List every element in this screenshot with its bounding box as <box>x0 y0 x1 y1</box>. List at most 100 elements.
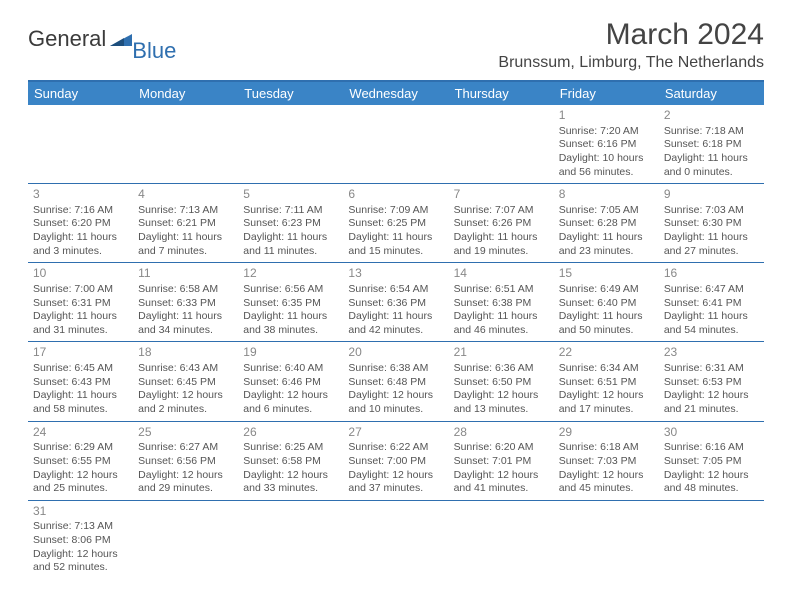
calendar-week-row: 10Sunrise: 7:00 AMSunset: 6:31 PMDayligh… <box>28 263 764 342</box>
sunrise-text: Sunrise: 6:31 AM <box>664 362 759 376</box>
logo-triangle-icon <box>110 26 132 52</box>
daylight-text: Daylight: 11 hours <box>454 231 549 245</box>
daylight-text: Daylight: 11 hours <box>559 310 654 324</box>
sunset-text: Sunset: 6:46 PM <box>243 376 338 390</box>
calendar-empty-cell <box>343 500 448 579</box>
daylight-text: and 38 minutes. <box>243 324 338 338</box>
sunrise-text: Sunrise: 6:20 AM <box>454 441 549 455</box>
sunrise-text: Sunrise: 6:43 AM <box>138 362 233 376</box>
day-number: 26 <box>243 425 338 441</box>
sunset-text: Sunset: 6:55 PM <box>33 455 128 469</box>
weekday-header: Wednesday <box>343 82 448 105</box>
calendar-empty-cell <box>238 105 343 184</box>
daylight-text: and 0 minutes. <box>664 166 759 180</box>
calendar-day-cell: 24Sunrise: 6:29 AMSunset: 6:55 PMDayligh… <box>28 421 133 500</box>
sunset-text: Sunset: 6:40 PM <box>559 297 654 311</box>
calendar-week-row: 17Sunrise: 6:45 AMSunset: 6:43 PMDayligh… <box>28 342 764 421</box>
daylight-text: Daylight: 11 hours <box>33 389 128 403</box>
calendar-day-cell: 20Sunrise: 6:38 AMSunset: 6:48 PMDayligh… <box>343 342 448 421</box>
sunset-text: Sunset: 6:36 PM <box>348 297 443 311</box>
weekday-header: Monday <box>133 82 238 105</box>
daylight-text: Daylight: 12 hours <box>243 389 338 403</box>
daylight-text: Daylight: 11 hours <box>243 231 338 245</box>
sunrise-text: Sunrise: 6:36 AM <box>454 362 549 376</box>
sunset-text: Sunset: 6:41 PM <box>664 297 759 311</box>
calendar-day-cell: 6Sunrise: 7:09 AMSunset: 6:25 PMDaylight… <box>343 184 448 263</box>
daylight-text: and 2 minutes. <box>138 403 233 417</box>
daylight-text: Daylight: 12 hours <box>454 389 549 403</box>
day-number: 18 <box>138 345 233 361</box>
calendar-body: 1Sunrise: 7:20 AMSunset: 6:16 PMDaylight… <box>28 105 764 579</box>
day-number: 12 <box>243 266 338 282</box>
sunrise-text: Sunrise: 6:27 AM <box>138 441 233 455</box>
day-number: 16 <box>664 266 759 282</box>
sunset-text: Sunset: 6:28 PM <box>559 217 654 231</box>
sunset-text: Sunset: 7:01 PM <box>454 455 549 469</box>
calendar-day-cell: 2Sunrise: 7:18 AMSunset: 6:18 PMDaylight… <box>659 105 764 184</box>
daylight-text: Daylight: 11 hours <box>243 310 338 324</box>
sunset-text: Sunset: 6:16 PM <box>559 138 654 152</box>
day-number: 4 <box>138 187 233 203</box>
daylight-text: and 37 minutes. <box>348 482 443 496</box>
sunset-text: Sunset: 6:53 PM <box>664 376 759 390</box>
calendar-day-cell: 13Sunrise: 6:54 AMSunset: 6:36 PMDayligh… <box>343 263 448 342</box>
daylight-text: and 25 minutes. <box>33 482 128 496</box>
daylight-text: and 27 minutes. <box>664 245 759 259</box>
daylight-text: and 46 minutes. <box>454 324 549 338</box>
sunrise-text: Sunrise: 6:22 AM <box>348 441 443 455</box>
calendar-day-cell: 7Sunrise: 7:07 AMSunset: 6:26 PMDaylight… <box>449 184 554 263</box>
daylight-text: and 52 minutes. <box>33 561 128 575</box>
sunrise-text: Sunrise: 6:54 AM <box>348 283 443 297</box>
calendar-day-cell: 8Sunrise: 7:05 AMSunset: 6:28 PMDaylight… <box>554 184 659 263</box>
sunset-text: Sunset: 6:35 PM <box>243 297 338 311</box>
sunset-text: Sunset: 6:51 PM <box>559 376 654 390</box>
sunset-text: Sunset: 6:31 PM <box>33 297 128 311</box>
daylight-text: and 15 minutes. <box>348 245 443 259</box>
sunset-text: Sunset: 6:21 PM <box>138 217 233 231</box>
daylight-text: and 41 minutes. <box>454 482 549 496</box>
daylight-text: Daylight: 12 hours <box>664 469 759 483</box>
daylight-text: and 54 minutes. <box>664 324 759 338</box>
sunset-text: Sunset: 8:06 PM <box>33 534 128 548</box>
header: General Blue March 2024 Brunssum, Limbur… <box>28 18 764 72</box>
daylight-text: and 10 minutes. <box>348 403 443 417</box>
calendar-day-cell: 28Sunrise: 6:20 AMSunset: 7:01 PMDayligh… <box>449 421 554 500</box>
logo: General Blue <box>28 26 176 52</box>
sunrise-text: Sunrise: 6:34 AM <box>559 362 654 376</box>
calendar-week-row: 3Sunrise: 7:16 AMSunset: 6:20 PMDaylight… <box>28 184 764 263</box>
daylight-text: Daylight: 11 hours <box>664 231 759 245</box>
calendar-day-cell: 15Sunrise: 6:49 AMSunset: 6:40 PMDayligh… <box>554 263 659 342</box>
calendar-day-cell: 1Sunrise: 7:20 AMSunset: 6:16 PMDaylight… <box>554 105 659 184</box>
sunset-text: Sunset: 7:05 PM <box>664 455 759 469</box>
daylight-text: and 21 minutes. <box>664 403 759 417</box>
sunrise-text: Sunrise: 7:11 AM <box>243 204 338 218</box>
weekday-header-row: Sunday Monday Tuesday Wednesday Thursday… <box>28 82 764 105</box>
daylight-text: and 56 minutes. <box>559 166 654 180</box>
day-number: 19 <box>243 345 338 361</box>
daylight-text: Daylight: 11 hours <box>138 231 233 245</box>
sunrise-text: Sunrise: 6:16 AM <box>664 441 759 455</box>
daylight-text: Daylight: 10 hours <box>559 152 654 166</box>
calendar-empty-cell <box>343 105 448 184</box>
daylight-text: and 33 minutes. <box>243 482 338 496</box>
day-number: 23 <box>664 345 759 361</box>
calendar-empty-cell <box>554 500 659 579</box>
sunrise-text: Sunrise: 6:49 AM <box>559 283 654 297</box>
calendar-week-row: 1Sunrise: 7:20 AMSunset: 6:16 PMDaylight… <box>28 105 764 184</box>
calendar-day-cell: 25Sunrise: 6:27 AMSunset: 6:56 PMDayligh… <box>133 421 238 500</box>
calendar-week-row: 24Sunrise: 6:29 AMSunset: 6:55 PMDayligh… <box>28 421 764 500</box>
location-subtitle: Brunssum, Limburg, The Netherlands <box>498 54 764 72</box>
sunrise-text: Sunrise: 7:03 AM <box>664 204 759 218</box>
calendar-day-cell: 3Sunrise: 7:16 AMSunset: 6:20 PMDaylight… <box>28 184 133 263</box>
day-number: 2 <box>664 108 759 124</box>
sunrise-text: Sunrise: 6:47 AM <box>664 283 759 297</box>
sunrise-text: Sunrise: 7:13 AM <box>33 520 128 534</box>
sunrise-text: Sunrise: 7:09 AM <box>348 204 443 218</box>
day-number: 17 <box>33 345 128 361</box>
daylight-text: Daylight: 11 hours <box>559 231 654 245</box>
daylight-text: and 23 minutes. <box>559 245 654 259</box>
daylight-text: and 19 minutes. <box>454 245 549 259</box>
daylight-text: and 48 minutes. <box>664 482 759 496</box>
sunset-text: Sunset: 6:56 PM <box>138 455 233 469</box>
day-number: 30 <box>664 425 759 441</box>
